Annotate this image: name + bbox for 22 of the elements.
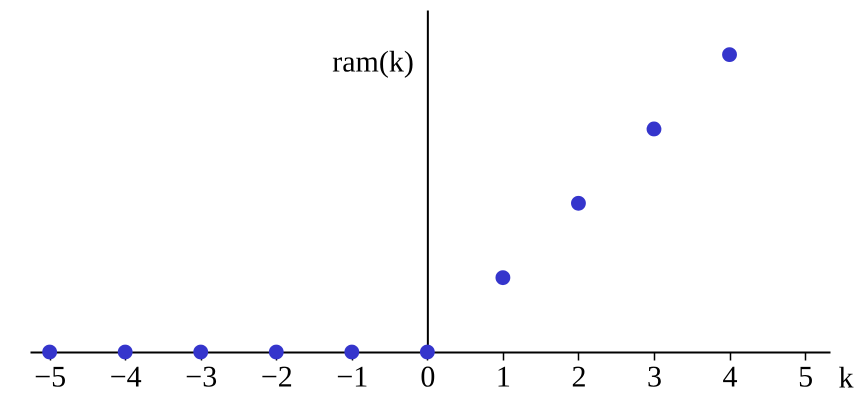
x-tick-label: 3 — [646, 360, 662, 394]
point — [646, 122, 662, 136]
point — [722, 47, 737, 62]
x-tick-label: 4 — [722, 360, 738, 394]
x-tick-label: 5 — [798, 360, 814, 394]
point — [344, 344, 360, 360]
y-axis-title: ram(k) — [332, 46, 414, 78]
x-tick-label: 1 — [496, 360, 511, 394]
point — [118, 344, 133, 360]
x-tick-label: −2 — [260, 360, 293, 394]
point — [495, 270, 510, 286]
x-tick-label: −4 — [110, 360, 142, 394]
x-axis-title: k — [838, 362, 854, 394]
x-tick-label: 2 — [571, 360, 586, 394]
point — [42, 344, 58, 360]
x-tick-label: −1 — [336, 360, 368, 394]
x-tick-label: 0 — [420, 360, 436, 394]
x-tick-label: −5 — [34, 360, 66, 394]
x-tick-label: −3 — [185, 360, 218, 394]
point — [193, 344, 208, 360]
point — [571, 196, 586, 211]
point — [268, 344, 284, 360]
